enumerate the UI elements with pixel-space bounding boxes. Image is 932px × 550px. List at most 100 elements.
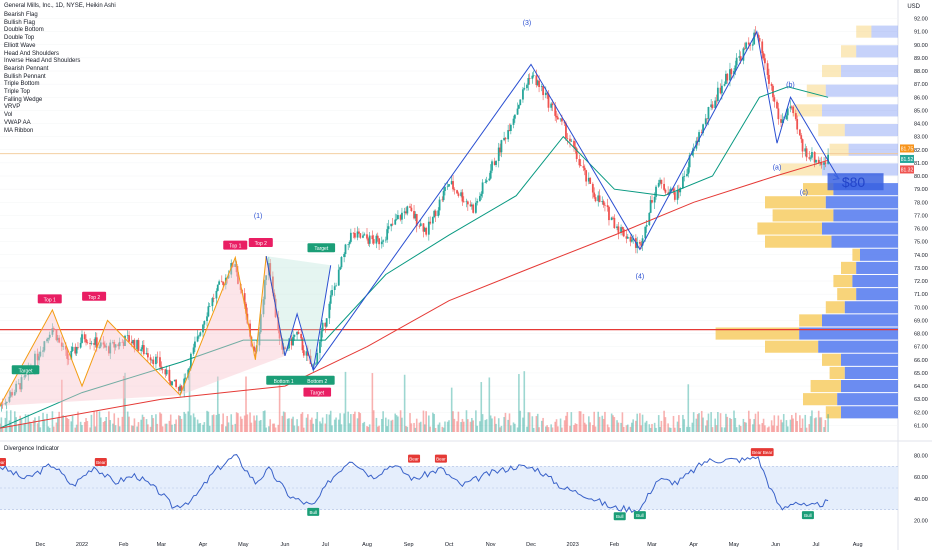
volume-profile-up-bar [780,163,822,176]
volume-bar [504,412,507,432]
volume-bar [754,413,757,432]
volume-bar [815,417,817,432]
volume-bar [819,417,821,432]
volume-bar [235,412,238,432]
volume-bar [651,423,653,432]
candle-body [700,132,703,133]
candle-body [301,338,304,351]
indicator-item[interactable]: Triple Top [4,89,31,96]
candle-body [735,57,738,66]
indicator-item[interactable]: Vol [4,112,13,119]
candle-body [538,80,540,87]
candle-body [52,328,55,330]
divergence-signal [434,454,447,463]
currency-label: USD [907,4,920,10]
indicator-item[interactable]: Bearish Flag [4,12,38,18]
indicator-item[interactable]: Bullish Pennant [4,73,46,80]
volume-bar [742,418,745,432]
volume-bar [401,417,403,432]
y-tick-label: 67.00 [914,345,928,351]
indicator-item[interactable]: Double Bottom [4,27,44,34]
volume-bar [444,421,446,432]
volume-bar [324,423,327,432]
indicator-item[interactable]: Head And Shoulders [4,50,60,57]
candle-body [188,368,191,370]
indicator-item[interactable]: Falling Wedge [4,96,43,103]
volume-bar [761,423,764,432]
volume-bar [809,416,812,432]
volume-bar [536,413,539,432]
volume-bar [764,425,766,432]
volume-bar [159,412,161,432]
candle-body [438,199,441,211]
x-tick-label: Mar [157,542,167,548]
candle-body [794,113,797,120]
candle-body [199,332,202,336]
indicator-item[interactable]: Double Top [4,35,35,42]
indicator-item[interactable]: Bearish Pennant [4,65,49,72]
volume-bar [636,413,639,432]
candle-body [781,119,784,123]
candle-body [386,229,389,240]
candle-body [612,217,614,219]
volume-bar [499,427,501,432]
volume-bar [734,417,737,432]
candle-body [105,346,108,348]
indicator-item[interactable]: Elliott Wave [4,42,36,49]
candle-body [649,200,652,213]
volume-bar [32,420,35,432]
candle-body [259,314,262,333]
candle-body [606,205,609,208]
candle-body [827,154,829,164]
volume-bar [259,419,262,432]
candle-body [608,207,610,221]
candle-body [376,235,379,239]
candle-body [60,342,63,347]
candle-body [142,345,145,355]
volume-bar [362,423,364,432]
indicator-item[interactable]: VRVP [4,104,21,111]
volume-bar [203,422,206,432]
volume-bar [461,418,464,432]
volume-bar [792,418,794,432]
indicator-item[interactable]: Bullish Flag [4,19,36,26]
volume-bar [206,410,208,432]
indicator-item[interactable]: Triple Bottom [4,81,40,88]
volume-bar [70,421,73,432]
candle-body [480,193,483,197]
volume-bar [11,425,13,432]
candle-body [328,303,331,319]
volume-bar [753,419,755,432]
candle-body [58,337,61,343]
candle-body [17,383,20,384]
volume-profile-up-bar [772,209,834,222]
volume-profile-up-bar [829,366,845,379]
volume-bar [582,413,585,432]
volume-bar [456,421,458,432]
volume-bar [519,410,522,432]
candle-body [469,204,472,207]
volume-bar [140,419,142,432]
volume-bar [528,412,531,432]
volume-profile-up-bar [822,64,841,78]
candle-body [711,104,714,109]
candle-body [141,345,144,350]
volume-bar [573,425,575,432]
candle-body [479,196,481,202]
indicator-item[interactable]: Inverse Head And Shoulders [4,58,81,65]
candle-body [817,159,820,164]
volume-bar [273,423,276,432]
indicator-item[interactable]: VWAP AA [4,119,31,126]
candle-body [790,106,793,108]
volume-bar [42,412,44,432]
volume-bar [207,411,210,432]
volume-bar [551,427,554,432]
volume-bar [277,424,280,432]
volume-bar [278,379,281,432]
volume-bar [380,419,383,432]
volume-bar [692,412,695,432]
volume-bar [583,422,586,432]
indicator-item[interactable]: MA Ribbon [4,127,34,134]
